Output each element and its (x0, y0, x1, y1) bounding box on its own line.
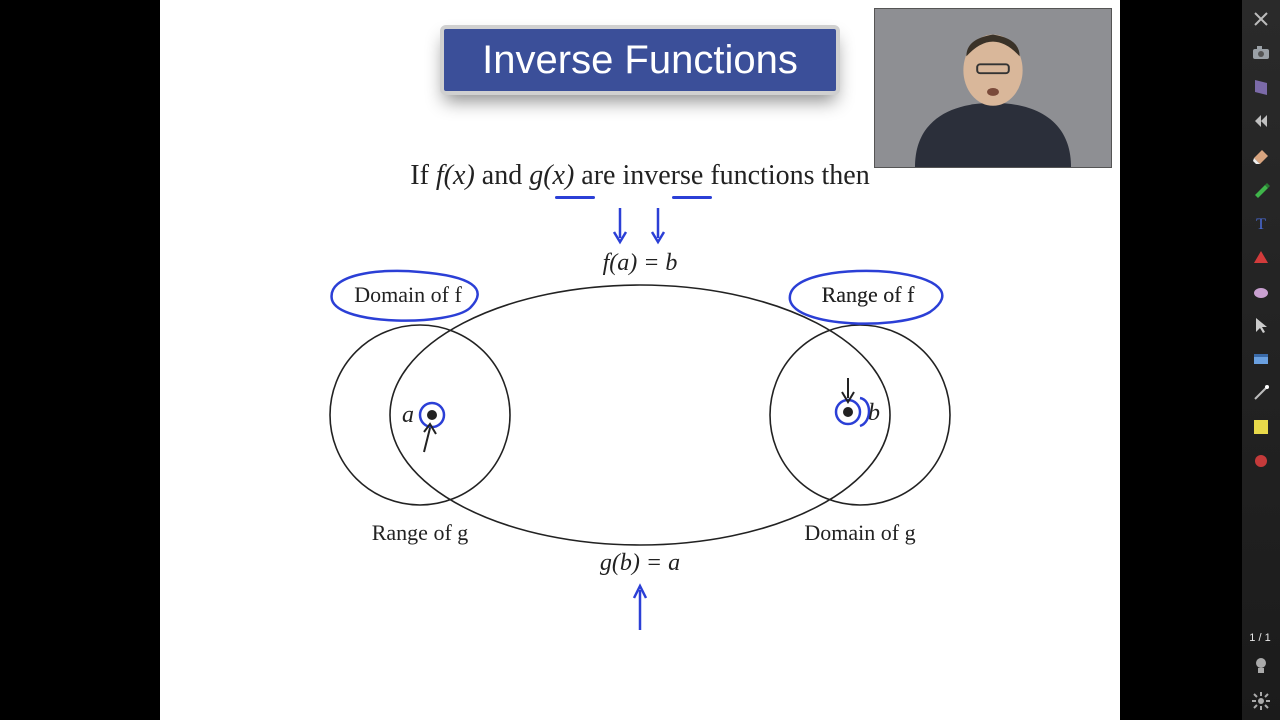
record-icon[interactable] (1248, 448, 1274, 474)
arrow-up (634, 586, 646, 630)
pointer-icon[interactable] (1248, 312, 1274, 338)
marker-icon[interactable] (1248, 176, 1274, 202)
page-title: Inverse Functions (482, 38, 798, 83)
range-g-label: Range of g (372, 520, 469, 545)
definition-sentence: If f(x) and g(x) are inverse functions t… (160, 160, 1120, 192)
domain-g-label: Domain of g (804, 520, 915, 545)
tool-sidebar: T 1 / 1 (1242, 0, 1280, 720)
range-f-label2: Range of f (822, 282, 916, 307)
arrow-into-a (424, 424, 436, 452)
domain-f-label: Domain of f (354, 282, 462, 307)
underline-gx (672, 196, 712, 199)
book-icon[interactable] (1248, 74, 1274, 100)
bottom-equation: g(b) = a (600, 550, 680, 576)
camera-icon[interactable] (1248, 40, 1274, 66)
title-frame: Inverse Functions (440, 25, 840, 95)
inverse-diagram: f(a) = b Domain of f Range of f Range of… (320, 230, 960, 650)
sentence-prefix: If (410, 160, 436, 191)
text-icon[interactable]: T (1248, 210, 1274, 236)
sidebar-bottom (1242, 652, 1280, 714)
page-counter: 1 / 1 (1244, 632, 1276, 644)
point-b-label: b (868, 400, 880, 426)
note-icon[interactable] (1248, 414, 1274, 440)
sentence-mid: and (475, 160, 529, 191)
panel-icon[interactable] (1248, 346, 1274, 372)
seek-icon[interactable] (1248, 108, 1274, 134)
eraser-icon[interactable] (1248, 142, 1274, 168)
top-equation: f(a) = b (603, 250, 678, 276)
wand-icon[interactable] (1248, 380, 1274, 406)
shape-icon[interactable] (1248, 244, 1274, 270)
svg-text:T: T (1256, 216, 1266, 233)
webcam-preview (874, 8, 1112, 168)
settings-icon[interactable] (1248, 688, 1274, 714)
gx-text: g(x) (529, 160, 574, 191)
arrow-into-b (842, 378, 854, 402)
webcam-icon[interactable] (1248, 652, 1274, 678)
arrows-down (614, 208, 664, 242)
point-a-dot (427, 410, 437, 420)
fx-text: f(x) (436, 160, 475, 191)
mapping-ellipse (390, 285, 890, 545)
point-b-dot (843, 407, 853, 417)
point-a-label: a (402, 402, 414, 428)
close-icon[interactable] (1248, 6, 1274, 32)
sentence-suffix: are inverse functions then (574, 160, 869, 191)
underline-fx (555, 196, 595, 199)
fill-icon[interactable] (1248, 278, 1274, 304)
presenter-silhouette (875, 9, 1111, 167)
whiteboard-stage: Inverse Functions If f(x) and g(x) are i… (160, 0, 1120, 720)
